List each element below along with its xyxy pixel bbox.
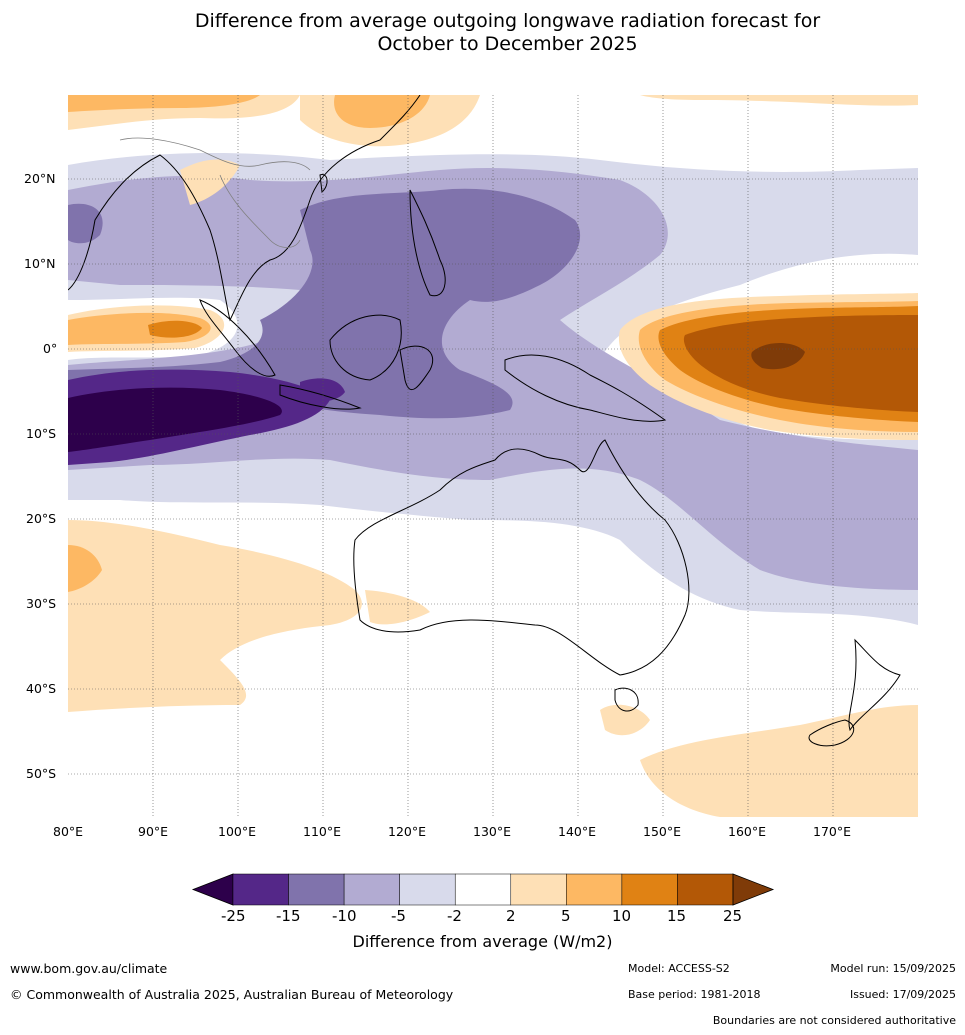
map-title: Difference from average outgoing longwav… <box>0 10 965 56</box>
sulawesi-coastline <box>399 345 434 391</box>
colorbar-arrow-low <box>191 873 234 906</box>
title-line-1: Difference from average outgoing longwav… <box>194 10 821 32</box>
colorbar-label: -5 <box>391 907 406 925</box>
borneo-coastline <box>329 314 402 381</box>
lat-tick-50s: 50°S <box>26 766 57 781</box>
anomaly-contour-medium-purple <box>68 168 918 590</box>
lon-tick-130e: 130°E <box>473 824 512 839</box>
anomaly-contour-light-orange-south <box>600 704 918 817</box>
lon-tick-160e: 160°E <box>728 824 767 839</box>
anomaly-contour-brown-east <box>683 315 918 412</box>
footer-issued: Issued: 17/09/2025 <box>849 988 956 1001</box>
lat-tick-10s: 10°S <box>26 426 57 441</box>
lon-tick-80e: 80°E <box>53 824 84 839</box>
anomaly-contour-dark-orange-west <box>148 320 202 338</box>
footer-url[interactable]: www.bom.gov.au/climate <box>10 961 168 976</box>
taiwan-coastline <box>319 174 328 194</box>
colorbar-title: Difference from average (W/m2) <box>352 932 613 951</box>
map-area <box>68 95 918 817</box>
new-zealand-south-coastline <box>808 719 855 747</box>
footer-copyright: © Commonwealth of Australia 2025, Austra… <box>10 987 454 1002</box>
footer-disclaimer: Boundaries are not considered authoritat… <box>712 1014 956 1027</box>
sumatra-coastline <box>199 299 276 377</box>
lon-tick-90e: 90°E <box>138 824 169 839</box>
lat-tick-40s: 40°S <box>26 681 57 696</box>
lon-tick-150e: 150°E <box>643 824 682 839</box>
colorbar-label: -15 <box>276 907 301 925</box>
colorbar-swatch <box>454 873 512 906</box>
new-guinea-coastline <box>504 354 667 422</box>
colorbar-swatch <box>399 873 456 906</box>
title-line-2: October to December 2025 <box>377 33 638 55</box>
lon-tick-140e: 140°E <box>558 824 597 839</box>
tasmania-coastline <box>614 687 639 712</box>
graticule <box>68 95 918 817</box>
colorbar-label: -2 <box>447 907 462 925</box>
lon-tick-170e: 170°E <box>813 824 852 839</box>
colorbar-swatch <box>566 873 623 906</box>
lat-tick-30s: 30°S <box>26 596 57 611</box>
colorbar-label: 15 <box>667 907 687 925</box>
asia-coastline <box>68 95 421 322</box>
lat-tick-20s: 20°S <box>26 511 57 526</box>
colorbar-swatch <box>343 873 400 906</box>
anomaly-contour-orange-nw <box>68 95 430 128</box>
colorbar-swatch <box>677 873 734 906</box>
philippines-coastline <box>409 189 446 297</box>
anomaly-contour-dark-purple <box>68 188 581 420</box>
anomaly-contour-darkest-purple <box>68 387 282 452</box>
australia-coastline <box>353 439 690 676</box>
colorbar-label: 2 <box>506 907 516 925</box>
new-zealand-north-coastline <box>848 638 901 732</box>
colorbar-swatch <box>510 873 567 906</box>
lon-tick-110e: 110°E <box>303 824 342 839</box>
colorbar-swatch <box>621 873 678 906</box>
footer-model-run: Model run: 15/09/2025 <box>830 962 956 975</box>
colorbar-label: 5 <box>561 907 571 925</box>
java-coastline <box>279 384 362 410</box>
footer-model: Model: ACCESS-S2 <box>628 962 730 975</box>
lat-tick-20n: 20°N <box>24 171 56 186</box>
colorbar-swatch <box>232 873 289 906</box>
anomaly-contour-light-orange-sw <box>68 520 430 712</box>
lat-tick-10n: 10°N <box>24 256 56 271</box>
lon-tick-100e: 100°E <box>218 824 257 839</box>
colorbar-label: -10 <box>332 907 357 925</box>
lon-tick-120e: 120°E <box>388 824 427 839</box>
colorbar-label: 25 <box>723 907 743 925</box>
country-boundaries <box>119 137 311 248</box>
colorbar-arrow-high <box>732 873 775 906</box>
anomaly-contour-darkest-brown-east <box>751 343 805 370</box>
anomaly-contour-orange-sw <box>68 545 102 592</box>
coastlines <box>68 95 901 747</box>
lat-tick-0: 0° <box>43 341 58 356</box>
colorbar <box>191 873 775 906</box>
footer-base-period: Base period: 1981-2018 <box>628 988 761 1001</box>
colorbar-label: 10 <box>612 907 632 925</box>
colorbar-label: -25 <box>221 907 246 925</box>
colorbar-swatch <box>288 873 345 906</box>
